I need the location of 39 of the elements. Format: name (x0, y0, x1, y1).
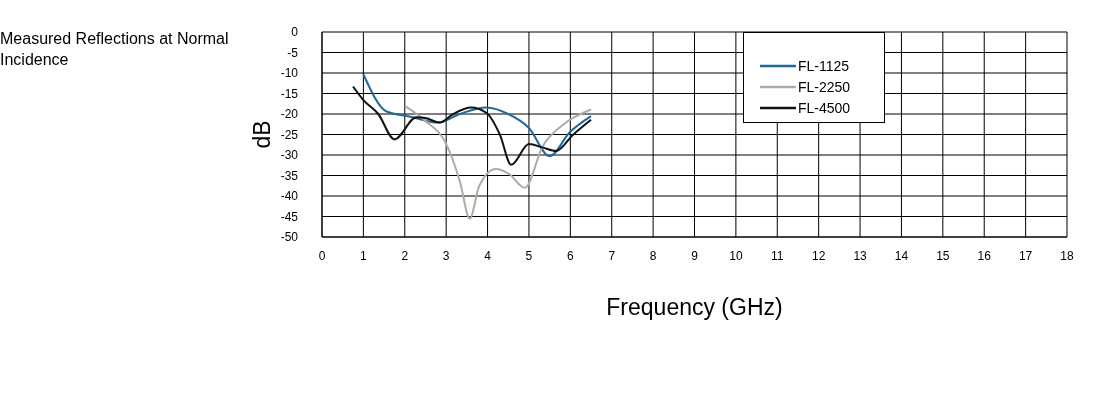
y-tick-label: 0 (291, 25, 299, 40)
x-tick-label: 0 (318, 248, 326, 263)
x-axis-title: Frequency (GHz) (606, 294, 783, 320)
x-tick-label: 6 (566, 248, 574, 263)
x-tick-label: 5 (525, 248, 533, 263)
x-tick-label: 1 (360, 248, 368, 263)
x-tick-label: 2 (401, 248, 409, 263)
x-tick-label: 18 (1060, 248, 1074, 263)
y-tick-label: -30 (280, 148, 299, 163)
legend-label: FL-4500 (798, 99, 851, 116)
x-tick-label: 8 (649, 248, 657, 263)
y-tick-label: -20 (280, 107, 299, 122)
y-tick-label: -50 (280, 230, 299, 245)
x-tick-label: 14 (894, 248, 909, 263)
x-tick-label: 17 (1018, 248, 1033, 263)
x-tick-label: 12 (811, 248, 826, 263)
x-tick-label: 9 (691, 248, 699, 263)
y-tick-label: -40 (280, 189, 299, 204)
line-series (362, 73, 593, 158)
legend-label: FL-1125 (798, 57, 850, 74)
y-tick-label: -45 (280, 209, 299, 224)
y-axis-title: dB (249, 120, 276, 149)
x-tick-label: 7 (608, 248, 616, 263)
y-tick-label: -25 (280, 127, 299, 142)
x-tick-label: 13 (853, 248, 868, 263)
line-series (403, 104, 593, 220)
y-tick-label: -35 (280, 168, 299, 183)
y-tick-label: -15 (280, 86, 299, 101)
y-tick-label: -5 (287, 45, 299, 60)
text: Measured Reflections at Normal Incidence (0, 29, 230, 70)
x-tick-label: 16 (977, 248, 992, 263)
line-series (352, 85, 593, 166)
x-tick-label: 4 (484, 248, 492, 263)
legend-label: FL-2250 (798, 78, 851, 95)
x-tick-label: 11 (771, 248, 784, 263)
y-tick-label: -10 (280, 66, 299, 81)
x-tick-label: 15 (936, 248, 950, 263)
x-tick-label: 10 (729, 248, 743, 263)
x-tick-label: 3 (442, 248, 450, 263)
